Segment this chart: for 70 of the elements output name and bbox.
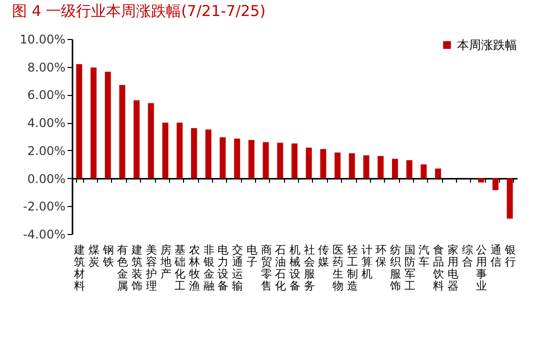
legend-label: 本周涨跌幅 — [457, 38, 517, 52]
y-tick-label: -4.00% — [23, 228, 66, 242]
bar — [435, 168, 442, 178]
bar — [306, 148, 312, 178]
x-tick-label: 交通运输 — [232, 244, 244, 292]
y-tick-label: 2.00% — [27, 144, 66, 158]
x-tick-label: 计算机 — [361, 244, 372, 280]
bar — [148, 103, 154, 178]
bar — [334, 152, 341, 178]
x-tick-label: 电子 — [246, 244, 258, 268]
bar — [176, 122, 183, 178]
x-tick-label: 房地产 — [159, 244, 172, 280]
bar — [478, 178, 484, 182]
x-tick-label: 美容护理 — [144, 244, 157, 292]
x-tick-label: 石油石化 — [275, 244, 286, 292]
y-tick-label: 10.00% — [20, 32, 66, 46]
bar — [277, 142, 284, 178]
x-tick-label: 银行 — [504, 244, 516, 268]
bar — [191, 128, 198, 178]
x-tick-label: 机械设备 — [290, 244, 300, 292]
bar — [220, 137, 226, 178]
x-tick-label: 煤炭 — [88, 244, 100, 268]
bar — [104, 72, 111, 178]
x-tick-label: 纺织服饰 — [388, 244, 401, 292]
x-tick-label: 医药生物 — [332, 244, 344, 292]
x-tick-label: 传媒 — [318, 244, 330, 268]
bar — [119, 84, 126, 178]
x-tick-label: 综合 — [462, 244, 473, 268]
x-tick-label: 非银金融 — [202, 244, 214, 292]
x-tick-label: 农林牧渔 — [188, 244, 200, 292]
x-tick-label: 电力设备 — [218, 244, 229, 292]
bar — [392, 158, 398, 178]
x-tick-label: 国防军工 — [404, 244, 416, 292]
bar — [348, 153, 355, 178]
bar — [234, 138, 240, 178]
x-tick-label: 轻工制造 — [346, 244, 358, 292]
bar — [134, 100, 140, 178]
bar — [90, 68, 97, 178]
x-tick-label: 环保 — [376, 244, 387, 268]
x-tick-label: 基础化工 — [174, 244, 186, 292]
x-tick-label: 商贸零售 — [260, 244, 272, 292]
bar — [363, 155, 370, 178]
bar — [262, 142, 269, 178]
x-tick-label: 钢铁 — [102, 244, 114, 268]
y-tick-label: 4.00% — [27, 116, 66, 130]
y-tick-label: 6.00% — [27, 88, 66, 102]
bar — [248, 140, 254, 178]
bar — [205, 130, 212, 178]
x-tick-label: 建筑装饰 — [130, 244, 143, 292]
bar — [292, 143, 298, 178]
bar — [406, 160, 412, 178]
x-tick-label: 通信 — [490, 244, 502, 268]
x-tick-label: 有色金属 — [117, 244, 128, 292]
x-tick-label: 社会服务 — [304, 244, 315, 292]
bar — [162, 122, 168, 178]
chart-title: 图 4 一级行业本周涨跌幅(7/21-7/25) — [12, 2, 266, 20]
bar — [378, 156, 384, 178]
x-tick-label: 食品饮料 — [432, 244, 444, 292]
bar — [492, 178, 498, 190]
x-tick-label: 建筑材料 — [73, 244, 86, 292]
bar — [420, 164, 427, 178]
x-tick-label: 公用事业 — [476, 244, 488, 292]
y-tick-label: 0.00% — [27, 172, 66, 186]
x-tick-label: 汽车 — [418, 244, 430, 268]
x-tick-label: 家用电器 — [447, 244, 458, 292]
y-tick-label: -2.00% — [23, 200, 66, 214]
bar — [76, 64, 82, 178]
y-tick-label: 8.00% — [27, 60, 66, 74]
bar — [506, 178, 513, 219]
bar — [320, 149, 326, 178]
